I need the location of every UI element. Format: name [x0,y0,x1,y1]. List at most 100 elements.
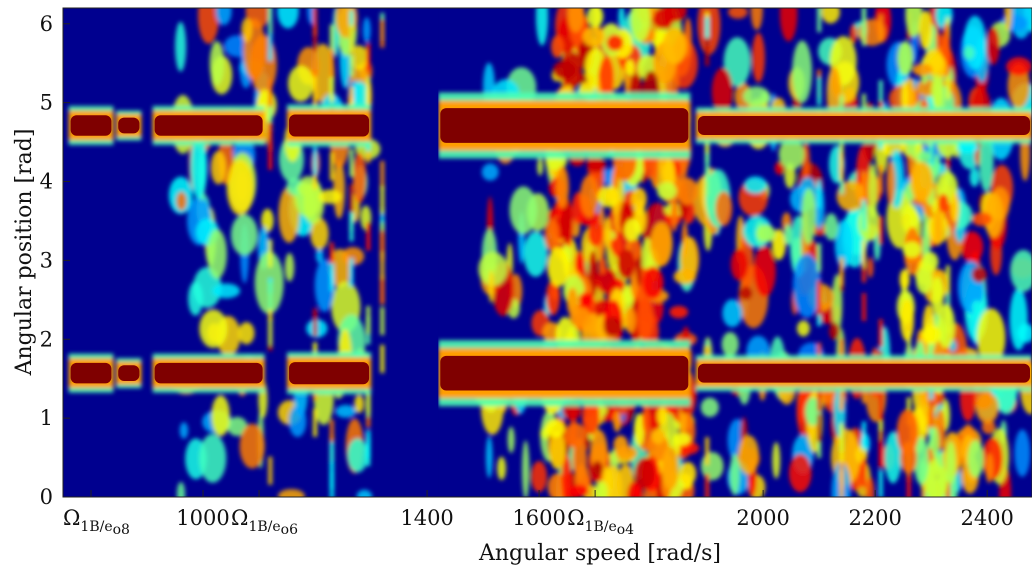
heat-blob [347,438,369,473]
heat-blob [211,395,230,437]
heat-blob [199,309,228,349]
heat-blob [209,41,225,86]
heat-streak [313,308,318,337]
heat-streak [878,165,883,194]
heat-streak [268,78,273,107]
band-core [118,117,140,134]
heat-blob [751,32,765,83]
heat-streak [366,222,371,251]
heat-blob [333,159,346,219]
heat-hot-blob [624,307,636,334]
heat-blob [792,40,813,104]
x-tick-label: 2200 [848,506,901,530]
heat-streak [329,152,334,181]
heat-streak [380,344,385,373]
heat-blob [801,188,816,245]
heat-hot-blob [967,439,984,478]
heat-streak [839,470,844,497]
heat-hot-blob [625,59,635,76]
heat-hot-blob [900,298,915,342]
annotation-label: Ω1B/eo4 [567,506,634,538]
heat-streak [861,459,866,488]
heat-blob [971,266,987,283]
y-tick-label: 4 [40,170,53,194]
y-tick-label: 3 [40,248,53,272]
annotation-subsubscript: o4 [617,522,634,538]
heat-streak [268,456,273,485]
heat-hot-blob [598,56,615,98]
heat-streak [366,385,371,414]
heat-blob [481,163,499,181]
band-core [154,362,263,384]
heat-streak [349,48,354,77]
heat-hot-blob [631,187,647,211]
heat-blob [1006,57,1032,77]
heat-hot-blob [662,27,687,65]
heat-hot-blob [933,153,941,179]
heat-blob [858,205,880,242]
heat-streak [861,293,866,322]
heat-hot-blob [985,453,994,483]
heat-hot-blob [604,216,612,250]
heat-hot-blob [597,186,620,208]
heat-streak [268,281,273,310]
heat-streak [380,186,385,215]
heat-blob [981,419,996,435]
heat-streak [817,383,822,412]
heat-streak [878,80,883,109]
heat-streak [380,160,385,189]
heat-hot-blob [578,292,595,307]
heat-hot-blob [636,297,654,341]
heat-streak [349,184,354,213]
heat-blob [963,15,987,70]
heat-hot-blob [586,157,606,173]
heat-streak [878,439,883,468]
heat-hot-blob [544,218,560,252]
heat-streak [878,216,883,245]
y-tick-label: 2 [40,327,53,351]
heat-blob [199,433,227,483]
heat-streak [313,86,318,115]
heat-hot-blob [657,182,677,200]
heat-blob [507,426,515,453]
heat-hot-blob [547,246,570,287]
y-tick-label: 1 [40,406,53,430]
heat-streak [817,243,822,272]
heat-blob [772,441,781,479]
heat-hot-blob [771,228,786,261]
heat-blob [739,286,753,301]
heat-blob [335,404,357,418]
heat-blob [352,152,367,204]
heat-hot-blob [922,251,939,272]
heat-streak [268,141,273,170]
heat-hot-blob [902,241,922,258]
heat-blob [284,252,295,282]
heat-blob [744,176,767,194]
heat-blob [828,322,840,340]
heat-blob [1009,288,1028,351]
heat-streak [329,49,334,78]
heat-blob [886,160,896,205]
heat-blob [969,167,980,187]
heat-streak [349,25,354,54]
heat-streak [929,144,934,173]
heat-blob [530,461,548,493]
heat-blob [804,397,821,426]
heat-streak [329,460,334,489]
heat-streak [380,19,385,48]
heat-streak [329,263,334,292]
heat-blob [855,445,868,464]
heat-hot-blob [899,269,910,290]
heat-blob [986,27,1000,65]
heat-blob [362,17,371,43]
heat-streak [705,37,710,66]
heat-blob [212,283,241,299]
heat-blob [310,217,329,250]
heat-hot-blob [613,410,622,433]
heat-hot-blob [680,236,700,282]
heat-blob [319,189,342,204]
heat-hot-blob [642,266,664,300]
heat-streak [945,71,950,100]
heat-blob [834,219,853,269]
